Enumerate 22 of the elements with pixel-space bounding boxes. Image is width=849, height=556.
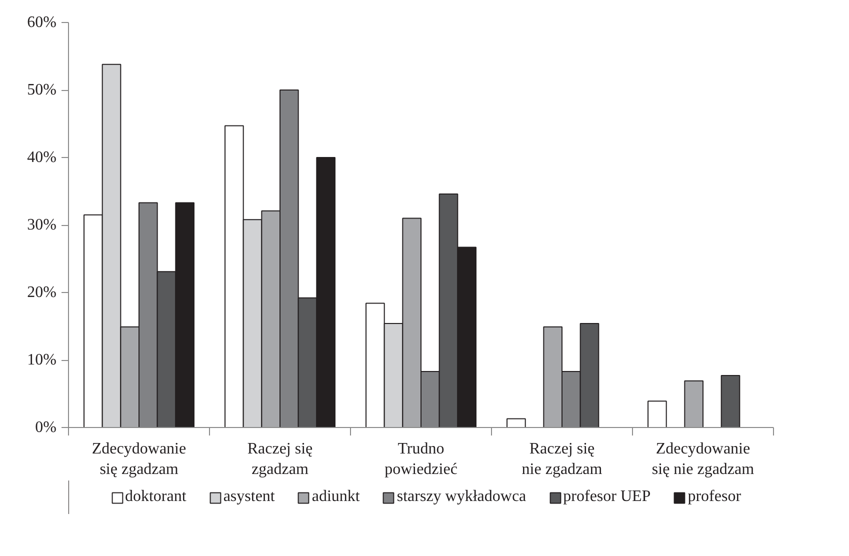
- legend-label: doktorant: [124, 488, 186, 506]
- x-tick-label: Raczej się zgadzam: [247, 440, 313, 478]
- legend-label: adiunkt: [312, 488, 360, 506]
- bar: [506, 418, 526, 428]
- legend-label: profesor UEP: [563, 488, 651, 506]
- y-tick-label: 50%: [27, 82, 56, 98]
- y-tick-label: 60%: [27, 14, 56, 31]
- legend-label: asystent: [223, 488, 275, 506]
- legend-label: profesor: [688, 488, 742, 506]
- bar: [720, 375, 740, 428]
- y-tick-label: 0%: [35, 419, 56, 436]
- x-tick-label: Trudno powiedzieć: [384, 440, 458, 478]
- y-tick-label: 10%: [27, 352, 56, 368]
- x-tick-label: Zdecydowanie się nie zgadzam: [652, 440, 755, 478]
- bar: [684, 380, 704, 428]
- y-tick-label: 20%: [27, 284, 56, 301]
- legend-label: starszy wykładowca: [396, 488, 526, 506]
- x-tick-label: Raczej się nie zgadzam: [522, 440, 603, 478]
- x-tick-label: Zdecydowanie się zgadzam: [92, 440, 186, 478]
- y-tick-label: 40%: [27, 149, 56, 166]
- y-tick-label: 30%: [27, 216, 56, 234]
- bar: [648, 400, 667, 428]
